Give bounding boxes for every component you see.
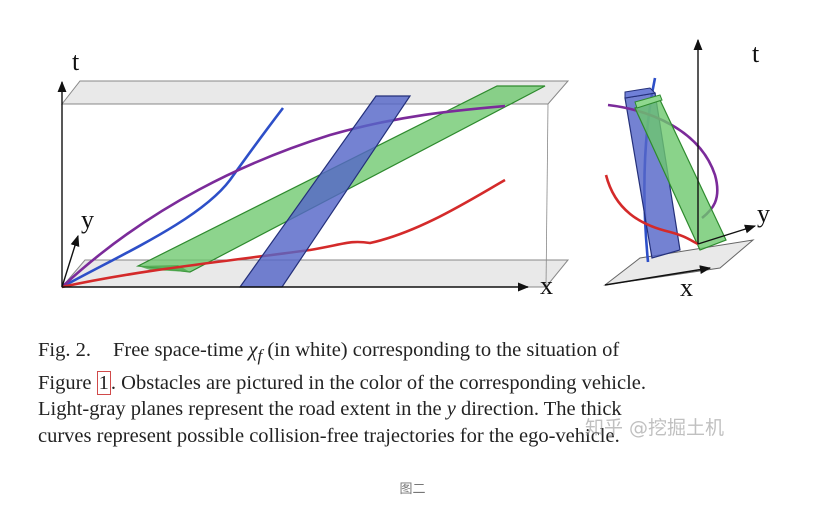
chi-subscript: f [257,346,263,366]
caption-line-3: Light-gray planes represent the road ext… [38,396,773,423]
caption-text: Light-gray planes represent the road ext… [38,398,447,421]
right-x-axis-label: x [680,273,693,302]
right-red-trajectory [604,174,699,246]
right-ground-plane [603,239,755,286]
caption-text: Figure [38,371,97,394]
blue-trajectory [61,107,285,289]
chi-symbol: χ [248,339,258,361]
blue-obstacle [238,95,412,288]
right-y-axis-label: y [757,199,770,228]
figure-illustration: t y x t y x [57,38,770,302]
right-panel: t y x [603,38,770,302]
right-t-axis-label: t [752,39,760,68]
caption-line-4: curves represent possible collision-free… [38,424,620,447]
caption-text: . Obstacles are pictured in the color of… [110,371,646,394]
left-x-axis-label: x [540,271,553,300]
sub-caption: 图二 [399,482,426,497]
left-panel: t y x [57,47,570,300]
caption-text: Free space-time [112,339,249,361]
y-variable: y [446,398,456,421]
watermark: 知乎 @挖掘土机 [585,417,725,439]
figure-caption: Fig. 2. Free space-time χf (in white) cor… [38,337,773,449]
caption-line-1: Fig. 2. Free space-time χf (in white) cor… [38,337,773,370]
left-y-axis-label: y [81,205,94,234]
caption-text: (in white) corresponding to the situatio… [262,339,620,361]
red-trajectory [61,178,506,289]
figure-label: Fig. 2. [38,339,91,361]
left-t-axis-label: t [72,47,80,76]
figure-reference-link[interactable]: 1 [96,370,111,395]
purple-trajectory [61,104,506,288]
caption-line-2: Figure 1. Obstacles are pictured in the … [38,370,773,397]
caption-text: direction. The thick [455,398,622,421]
